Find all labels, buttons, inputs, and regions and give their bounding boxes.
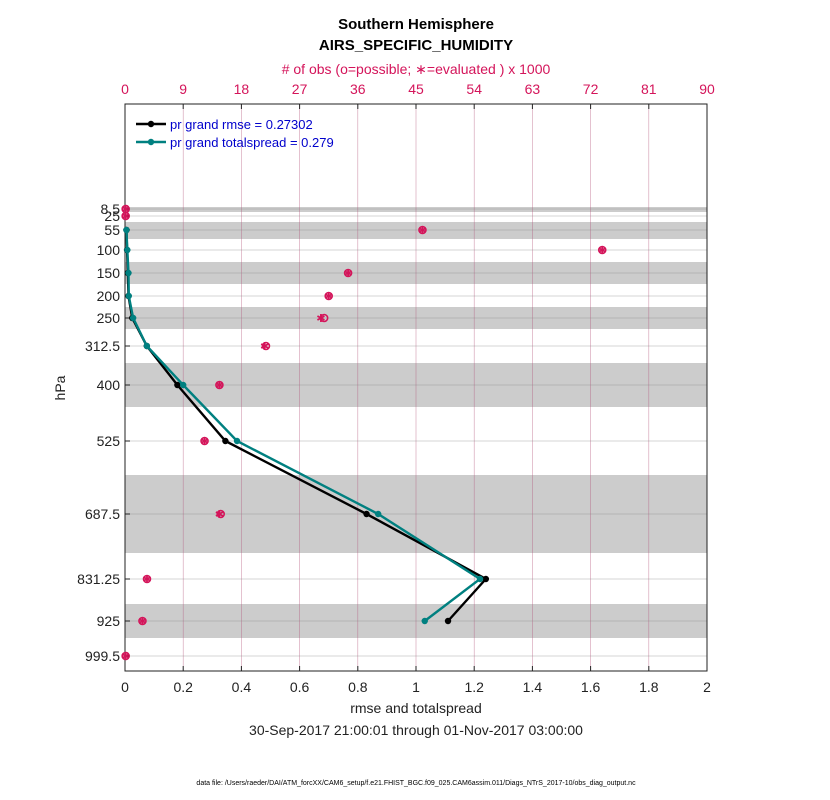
obs-evaluated-marker bbox=[260, 342, 269, 350]
date-range-label: 30-Sep-2017 21:00:01 through 01-Nov-2017… bbox=[249, 722, 583, 738]
top-tick-label: 0 bbox=[121, 81, 129, 97]
obs-evaluated-marker bbox=[215, 510, 224, 518]
chart-title: Southern Hemisphere bbox=[338, 16, 494, 33]
y-tick-label: 150 bbox=[97, 265, 121, 281]
legend-marker-0 bbox=[147, 120, 155, 128]
x-tick-label: 0.2 bbox=[173, 679, 193, 695]
obs-evaluated-marker bbox=[598, 246, 607, 254]
series-point-1 bbox=[129, 314, 137, 322]
series-point-1 bbox=[125, 269, 132, 277]
series-point-1 bbox=[125, 292, 132, 300]
chart-subtitle: AIRS_SPECIFIC_HUMIDITY bbox=[319, 37, 513, 54]
series-point-0 bbox=[174, 381, 181, 389]
top-tick-label: 72 bbox=[583, 81, 599, 97]
x-tick-label: 2 bbox=[703, 679, 711, 695]
legend-entry-0: pr grand rmse = 0.27302 bbox=[170, 117, 313, 132]
x-tick-label: 0.8 bbox=[348, 679, 368, 695]
series-line-0 bbox=[125, 229, 488, 622]
y-tick-label: 8.5 bbox=[101, 201, 121, 217]
series-point-0 bbox=[222, 437, 229, 445]
y-tick-label: 831.25 bbox=[77, 571, 120, 587]
legend-marker-1 bbox=[147, 138, 155, 146]
y-tick-label: 525 bbox=[97, 433, 121, 449]
series-lines bbox=[123, 226, 490, 625]
obs-possible-marker bbox=[216, 509, 226, 519]
top-axis-label: # of obs (o=possible; ∗=evaluated ) x 10… bbox=[282, 61, 551, 77]
obs-evaluated-marker bbox=[215, 381, 224, 389]
obs-evaluated-marker bbox=[121, 652, 130, 660]
top-tick-label: 90 bbox=[699, 81, 715, 97]
top-tick-label: 9 bbox=[179, 81, 187, 97]
series-point-1 bbox=[124, 246, 131, 254]
top-tick-label: 45 bbox=[408, 81, 424, 97]
grid-lines bbox=[125, 104, 707, 671]
y-tick-label: 100 bbox=[97, 242, 121, 258]
x-tick-label: 1.2 bbox=[464, 679, 484, 695]
y-tick-label: 925 bbox=[97, 613, 121, 629]
series-point-0 bbox=[444, 617, 452, 625]
series-point-1 bbox=[476, 575, 484, 583]
y-tick-label: 400 bbox=[97, 377, 121, 393]
top-tick-label: 54 bbox=[466, 81, 482, 97]
series-point-1 bbox=[233, 437, 241, 445]
data-file-footnote: data file: /Users/raeder/DAI/ATM_forcXX/… bbox=[196, 780, 636, 787]
top-tick-label: 81 bbox=[641, 81, 657, 97]
x-tick-label: 1.8 bbox=[639, 679, 659, 695]
y-axis-label: hPa bbox=[52, 375, 68, 400]
top-tick-label: 27 bbox=[292, 81, 308, 97]
y-tick-label: 312.5 bbox=[85, 338, 120, 354]
x-tick-label: 0.4 bbox=[232, 679, 252, 695]
obs-evaluated-marker bbox=[344, 269, 353, 277]
series-line-1 bbox=[125, 229, 483, 622]
series-point-1 bbox=[374, 510, 382, 518]
series-point-1 bbox=[421, 617, 428, 625]
legend: pr grand rmse = 0.27302 pr grand totalspr… bbox=[136, 117, 334, 150]
obs-evaluated-marker bbox=[143, 575, 151, 583]
top-tick-label: 63 bbox=[525, 81, 541, 97]
y-tick-label: 200 bbox=[97, 288, 121, 304]
y-tick-label: 25 bbox=[104, 208, 120, 224]
obs-evaluated-marker bbox=[121, 212, 130, 220]
top-tick-label: 36 bbox=[350, 81, 366, 97]
series-point-0 bbox=[363, 510, 370, 518]
y-tick-label: 250 bbox=[97, 310, 121, 326]
obs-evaluated-marker bbox=[121, 205, 130, 213]
legend-entry-1: pr grand totalspread = 0.279 bbox=[170, 135, 334, 150]
obs-evaluated-marker bbox=[138, 617, 147, 625]
obs-possible-marker bbox=[261, 341, 271, 351]
x-axis-label: rmse and totalspread bbox=[350, 700, 482, 716]
x-tick-label: 0.6 bbox=[290, 679, 310, 695]
series-point-1 bbox=[143, 342, 151, 350]
x-tick-label: 0 bbox=[121, 679, 129, 695]
obs-evaluated-marker bbox=[316, 314, 325, 322]
obs-evaluated-marker bbox=[200, 437, 209, 445]
axis-ticks: 0 0.2 0.4 0.6 0.8 1 1.2 1.4 1.6 1.8 2 0 9 18 27 36 45 54 6… bbox=[77, 81, 715, 695]
x-tick-label: 1.6 bbox=[581, 679, 601, 695]
y-tick-label: 687.5 bbox=[85, 506, 120, 522]
top-tick-label: 18 bbox=[234, 81, 250, 97]
obs-evaluated-marker bbox=[324, 292, 333, 300]
x-tick-label: 1.4 bbox=[523, 679, 543, 695]
series-point-1 bbox=[123, 226, 130, 234]
series-point-1 bbox=[180, 381, 187, 389]
series-point-0 bbox=[482, 575, 490, 583]
obs-count-markers bbox=[121, 204, 607, 661]
y-tick-label: 999.5 bbox=[85, 648, 120, 664]
obs-evaluated-marker bbox=[418, 226, 427, 234]
y-tick-label: 55 bbox=[104, 222, 120, 238]
x-tick-label: 1 bbox=[412, 679, 420, 695]
